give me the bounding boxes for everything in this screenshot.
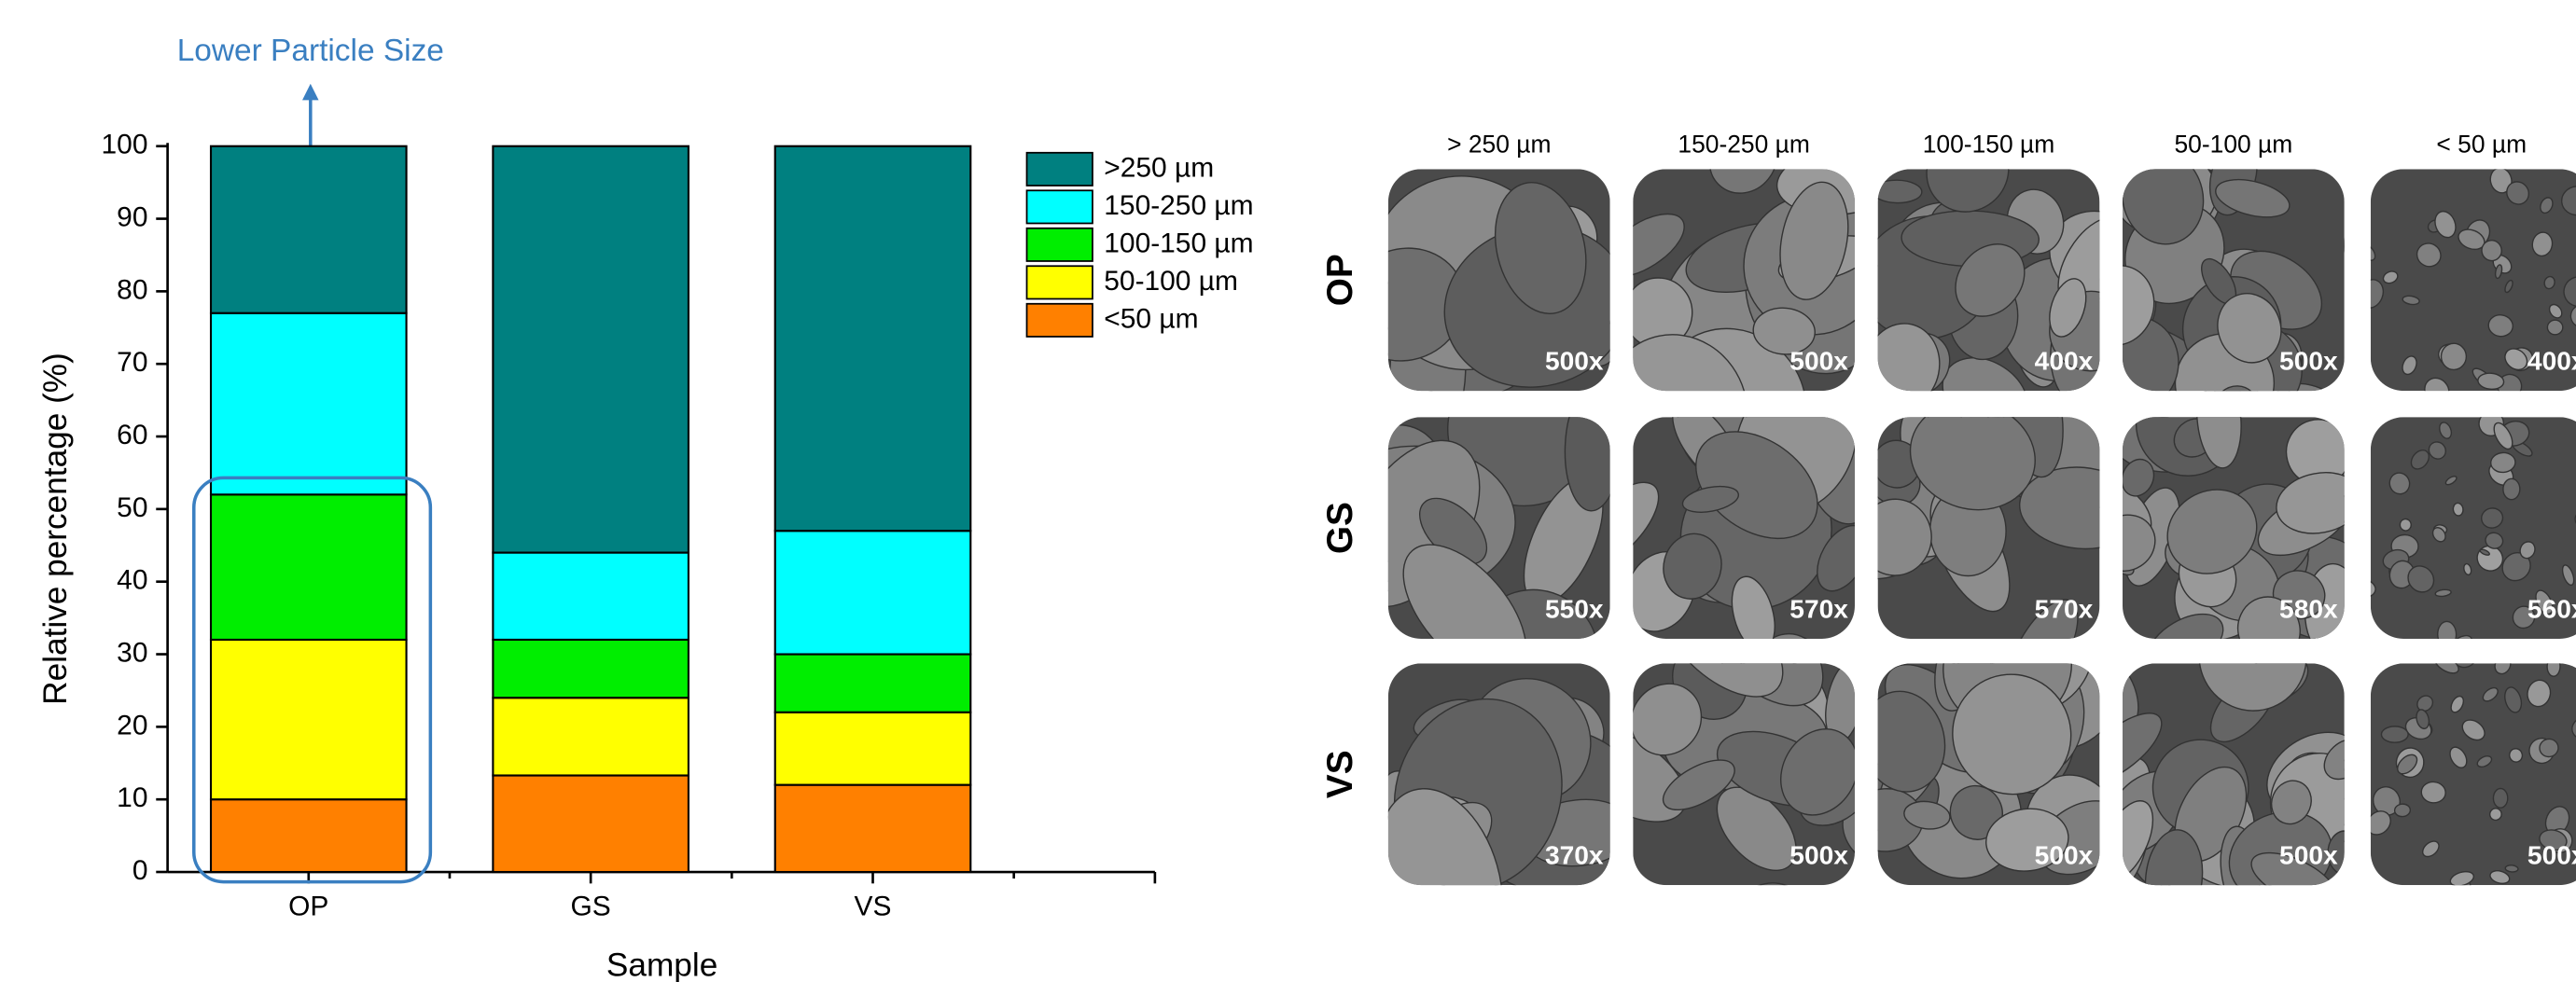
bar-segment xyxy=(493,640,689,698)
micrograph: 570x xyxy=(1807,338,2161,711)
y-tick-label: 10 xyxy=(117,782,147,813)
column-header: > 250 µm xyxy=(1447,131,1551,159)
y-tick-label: 90 xyxy=(117,201,147,232)
particle xyxy=(2381,726,2408,742)
legend-label: 150-250 µm xyxy=(1104,190,1253,221)
y-tick-label: 80 xyxy=(117,274,147,305)
particle xyxy=(2394,803,2411,817)
legend-label: >250 µm xyxy=(1104,152,1214,183)
particle xyxy=(2505,864,2518,872)
magnification: 500x xyxy=(1545,346,1604,376)
legend-label: 50-100 µm xyxy=(1104,266,1238,297)
column-header: 150-250 µm xyxy=(1678,131,1809,159)
y-tick-label: 100 xyxy=(102,130,148,160)
magnification: 370x xyxy=(1545,840,1604,870)
x-tick-label: OP xyxy=(288,892,328,922)
magnification: 550x xyxy=(1545,593,1604,623)
magnification: 560x xyxy=(2527,593,2576,623)
bar-segment xyxy=(211,640,407,799)
bar-segment xyxy=(775,146,971,531)
bar-segment xyxy=(493,553,689,640)
micrograph: 560x xyxy=(2340,387,2576,661)
particle xyxy=(2493,788,2507,808)
bar-segment xyxy=(211,494,407,640)
legend-label: <50 µm xyxy=(1104,303,1198,334)
particle xyxy=(2347,258,2359,270)
y-tick-label: 20 xyxy=(117,710,147,740)
magnification: 570x xyxy=(2035,593,2094,623)
magnification: 500x xyxy=(2527,840,2576,870)
particle xyxy=(2389,650,2397,661)
x-tick-label: VS xyxy=(855,892,892,922)
y-tick-label: 40 xyxy=(117,565,147,596)
magnification: 500x xyxy=(2279,346,2338,376)
column-header: 100-150 µm xyxy=(1923,131,2054,159)
column-header: 50-100 µm xyxy=(2174,131,2292,159)
bar-segment xyxy=(211,313,407,495)
magnification: 500x xyxy=(1789,346,1848,376)
legend-swatch xyxy=(1027,190,1093,223)
legend-swatch xyxy=(1027,228,1093,261)
bar-segment xyxy=(211,799,407,872)
micrograph: 370x xyxy=(1357,654,1646,982)
y-tick-label: 60 xyxy=(117,420,147,450)
bar-segment xyxy=(493,146,689,553)
micrograph: 500x xyxy=(2362,632,2576,898)
bar-segment xyxy=(775,531,971,654)
magnification: 500x xyxy=(2279,840,2338,870)
bar-segment xyxy=(211,146,407,313)
y-tick-label: 0 xyxy=(132,855,148,886)
micrograph: 400x xyxy=(1835,114,2166,450)
bar-segment xyxy=(493,698,689,775)
bar-segment xyxy=(775,785,971,872)
legend-swatch xyxy=(1027,304,1093,337)
row-label: OP xyxy=(1320,254,1360,306)
micrograph: 500x xyxy=(1327,153,1645,450)
micrograph-grid: > 250 µm 150-250 µm 100-150 µm 50-100 µm < 5… xyxy=(1316,98,2576,982)
row-label: VS xyxy=(1320,750,1360,798)
bar-segment xyxy=(775,712,971,785)
magnification: 570x xyxy=(1789,593,1848,623)
particle xyxy=(2400,519,2412,532)
magnification: 580x xyxy=(2279,593,2338,623)
y-tick-label: 30 xyxy=(117,637,147,668)
particle xyxy=(1563,383,1623,512)
legend-label: 100-150 µm xyxy=(1104,228,1253,258)
column-header: < 50 µm xyxy=(2436,131,2527,159)
legend-swatch xyxy=(1027,266,1093,298)
micrograph: 500x xyxy=(2070,132,2394,451)
magnification: 400x xyxy=(2035,346,2094,376)
annotation: Lower Particle Size xyxy=(177,34,444,68)
particle xyxy=(2438,621,2457,647)
particle xyxy=(2547,657,2560,676)
legend-swatch xyxy=(1027,153,1093,186)
x-tick-label: GS xyxy=(571,892,611,922)
magnification: 500x xyxy=(1789,840,1848,870)
y-tick-label: 50 xyxy=(117,492,147,523)
micrograph: 400x xyxy=(2347,138,2576,408)
bar-segment xyxy=(493,776,689,873)
magnification: 400x xyxy=(2527,346,2576,376)
micrograph: 580x xyxy=(2061,356,2388,684)
plot: 0 10 20 30 40 50 60 70 80 90 100 OP GS VS <50 µm 50-100… xyxy=(102,130,1254,922)
particle xyxy=(2547,320,2563,335)
particle xyxy=(2441,343,2466,370)
y-tick-label: 70 xyxy=(117,347,147,378)
particle xyxy=(2503,478,2520,500)
row-label: GS xyxy=(1320,502,1360,554)
y-axis-title: Relative percentage (%) xyxy=(37,353,74,705)
particle xyxy=(1873,180,1922,203)
figure: Lower Particle Size Sample Relative perc… xyxy=(0,0,2576,982)
magnification: 500x xyxy=(2035,840,2094,870)
bar-segment xyxy=(775,655,971,712)
x-axis-title: Sample xyxy=(606,947,717,982)
